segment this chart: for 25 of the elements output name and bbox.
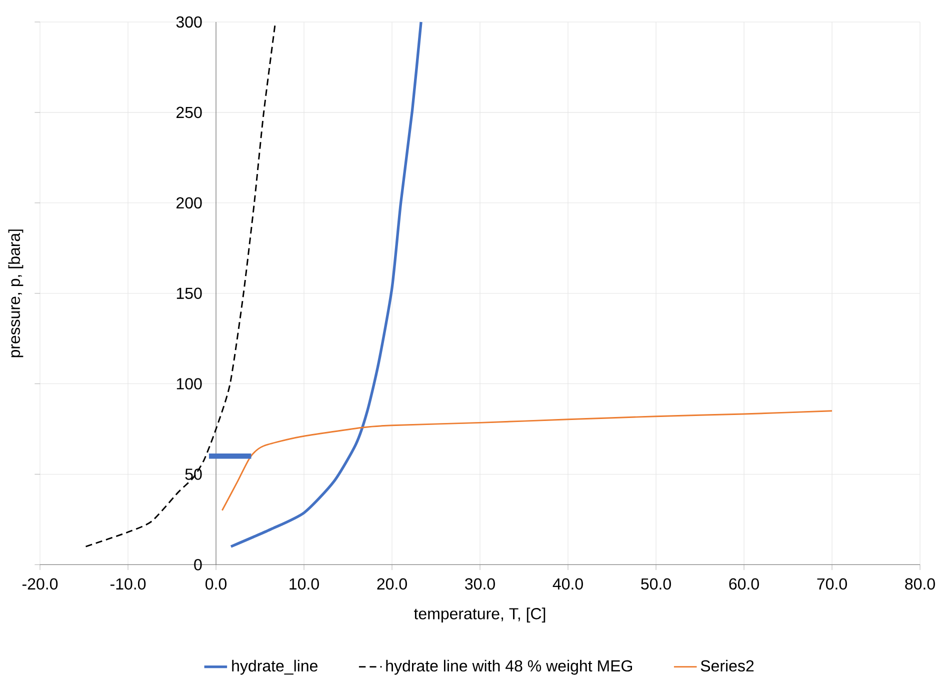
line-series	[230, 20, 422, 548]
x-tick-label: 40.0	[552, 578, 583, 590]
y-tick-label: 0	[194, 559, 202, 570]
x-tick-label: 80.0	[905, 578, 935, 590]
x-tick-label: 30.0	[465, 578, 495, 590]
y-tick-label: 50	[185, 468, 202, 480]
line-series	[221, 410, 833, 512]
x-tick-label: 20.0	[377, 578, 407, 590]
y-tick-label: 100	[176, 378, 202, 390]
y-tick-label: 150	[176, 288, 202, 299]
x-tick-label: 70.0	[817, 578, 847, 590]
y-tick-label: 300	[176, 16, 202, 28]
x-axis-title: temperature, T, [C]	[414, 608, 546, 623]
x-tick-label: 10.0	[290, 578, 319, 590]
legend-label: Series2	[700, 660, 754, 672]
y-tick-label: 200	[176, 197, 202, 209]
legend-label: hydrate_line	[232, 660, 318, 675]
x-tick-label: -20.0	[22, 578, 58, 590]
x-tick-label: 50.0	[641, 578, 671, 590]
legend-label: hydrate line with 48 % weight MEG	[386, 660, 632, 675]
y-tick-label: 250	[176, 106, 202, 118]
x-tick-label: 0.0	[206, 578, 227, 590]
x-tick-label: -10.0	[110, 578, 146, 590]
y-axis-title: pressure, p, [bara]	[8, 230, 24, 358]
x-tick-label: 60.0	[729, 578, 759, 590]
